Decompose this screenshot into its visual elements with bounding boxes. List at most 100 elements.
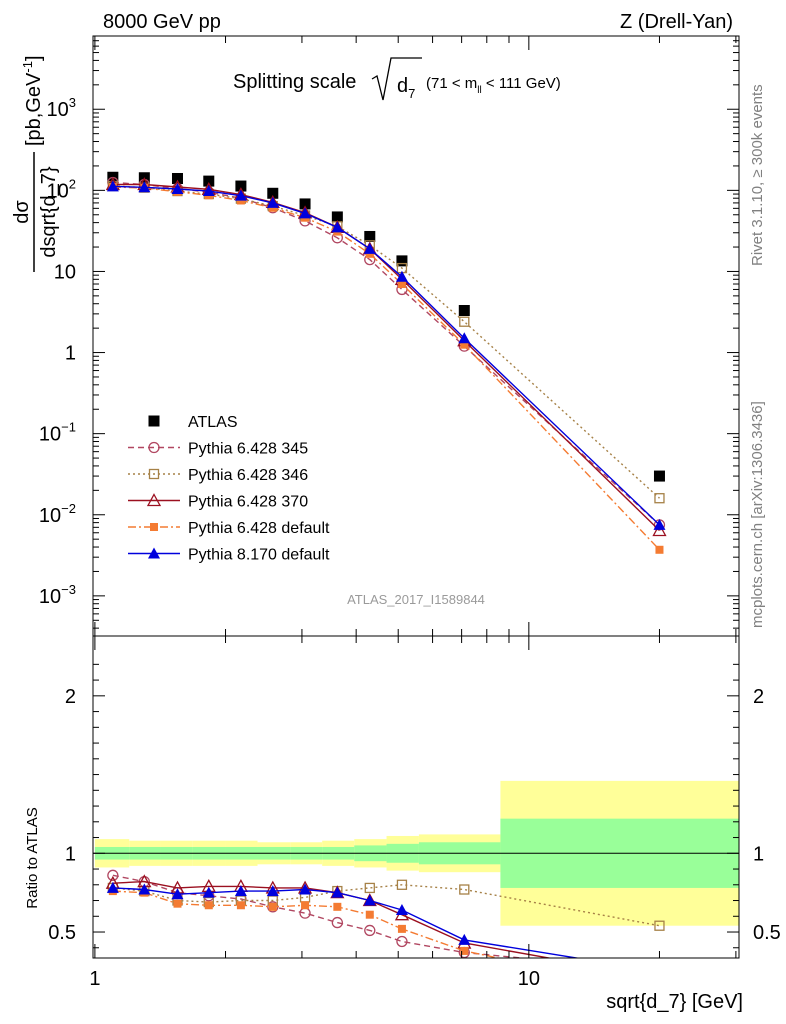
ratio-point-p8def bbox=[106, 881, 119, 893]
y-label-denominator: dsqrt{d_7} bbox=[38, 166, 60, 258]
data-point-p370 bbox=[652, 523, 667, 537]
y-tick-label: 10−1 bbox=[39, 420, 76, 446]
title-symbol: d7 bbox=[397, 75, 415, 101]
x-tick-label: 10 bbox=[518, 968, 540, 990]
data-point-atlas bbox=[299, 198, 311, 210]
plot-title: Splitting scale d7 (71 < mll < 111 GeV) bbox=[233, 57, 561, 101]
data-point-atlas bbox=[331, 211, 343, 223]
data-point-atlas bbox=[458, 305, 470, 317]
ratio-point-p345 bbox=[299, 907, 311, 919]
ratio-point-p6def bbox=[301, 901, 310, 910]
legend-marker-p345 bbox=[148, 441, 160, 454]
title-cut-subscript: ll bbox=[477, 85, 481, 96]
legend-marker-p370 bbox=[146, 493, 162, 507]
legend-label-p8def: Pythia 8.170 default bbox=[188, 547, 330, 564]
y-label-unit: [pb,GeV-1] bbox=[20, 55, 45, 146]
ratio-point-p346 bbox=[459, 884, 470, 895]
data-point-atlas bbox=[364, 230, 376, 242]
ratio-point-p346 bbox=[654, 920, 665, 931]
y-tick-label: 10−2 bbox=[39, 501, 76, 527]
data-point-p8def bbox=[171, 182, 184, 194]
ratio-line-p6def bbox=[112, 890, 502, 958]
ratio-line-p370 bbox=[112, 880, 553, 958]
ratio-point-p6def bbox=[236, 901, 245, 910]
main-series bbox=[105, 171, 667, 554]
ratio-point-p346 bbox=[364, 882, 375, 894]
data-point-atlas bbox=[396, 255, 408, 267]
data-point-p8def bbox=[138, 181, 151, 193]
ratio-point-p346 bbox=[396, 879, 408, 890]
data-point-p346 bbox=[459, 316, 470, 327]
ratio-point-p6def bbox=[173, 899, 182, 908]
y-tick-label: 1 bbox=[65, 343, 76, 365]
legend-marker-p8def bbox=[148, 547, 160, 559]
data-point-atlas bbox=[653, 470, 665, 482]
data-point-p8def bbox=[458, 332, 471, 344]
data-point-p8def bbox=[363, 242, 376, 254]
ratio-y-tick-label-right: 0.5 bbox=[753, 922, 781, 944]
legend-label-p370: Pythia 6.428 370 bbox=[188, 494, 308, 511]
data-point-p8def bbox=[299, 207, 312, 219]
data-point-atlas bbox=[235, 180, 247, 192]
legend-marker-atlas bbox=[148, 415, 160, 427]
ratio-point-p6def bbox=[365, 910, 374, 919]
ratio-point-p6def bbox=[460, 946, 469, 955]
data-point-p8def bbox=[653, 518, 666, 530]
ratio-y-tick-label-left: 2 bbox=[65, 686, 76, 708]
ratio-point-p345 bbox=[331, 916, 343, 929]
y-tick-label: 10 bbox=[54, 261, 76, 283]
ratio-point-p8def bbox=[266, 885, 279, 897]
ratio-point-p345 bbox=[654, 966, 664, 976]
legend-marker-p346 bbox=[148, 468, 160, 480]
ratio-frame bbox=[92, 635, 740, 959]
data-point-p8def bbox=[234, 189, 247, 201]
ratio-point-p345 bbox=[396, 935, 408, 948]
analysis-id-label: ATLAS_2017_I1589844 bbox=[347, 592, 485, 607]
data-point-p346 bbox=[654, 493, 665, 504]
ratio-point-p6def bbox=[204, 901, 213, 910]
y-label-numerator: dσ bbox=[11, 200, 33, 224]
ratio-point-p8def bbox=[331, 886, 344, 898]
x-axis-label: sqrt{d_7} [GeV] bbox=[606, 991, 743, 1013]
legend-marker-p6def bbox=[150, 523, 158, 531]
ratio-line-p8def bbox=[112, 887, 581, 958]
series-line-p8def bbox=[112, 185, 660, 526]
ratio-point-p6def bbox=[333, 902, 342, 911]
ratio-ticks: 1 10 0.5 0.5 1 1 2 2 bbox=[48, 636, 781, 990]
legend-label-p6def: Pythia 6.428 default bbox=[188, 520, 330, 537]
legend-label-p346: Pythia 6.428 346 bbox=[188, 467, 308, 484]
legend-label-p345: Pythia 6.428 345 bbox=[188, 441, 308, 458]
main-panel: 10−3 10−2 10−1 1 10 102 103 ATLAS_2017_I158984… bbox=[11, 35, 740, 637]
ratio-y-tick-label-left: 0.5 bbox=[48, 922, 76, 944]
legend: ATLAS Pythia 6.428 345 Pythia 6.428 346 Pyt… bbox=[128, 414, 330, 564]
data-point-atlas bbox=[267, 187, 279, 199]
ratio-point-p8def bbox=[363, 894, 376, 906]
main-ticks: 10−3 10−2 10−1 1 10 102 103 bbox=[39, 35, 739, 636]
ratio-series bbox=[105, 869, 665, 983]
ratio-point-p6def bbox=[397, 924, 406, 933]
data-point-p6def bbox=[655, 545, 664, 554]
data-point-p6def bbox=[397, 280, 406, 289]
title-subscript: 7 bbox=[408, 86, 415, 101]
ratio-y-tick-label-right: 2 bbox=[753, 686, 764, 708]
y-tick-label: 10−3 bbox=[39, 582, 76, 608]
ratio-point-p8def bbox=[299, 883, 312, 895]
rivet-version-label: Rivet 3.1.10, ≥ 300k events bbox=[749, 84, 766, 266]
ratio-y-axis-label: Ratio to ATLAS bbox=[24, 807, 41, 908]
title-text: Splitting scale bbox=[233, 71, 356, 93]
title-sqrt-sign bbox=[371, 57, 422, 101]
data-point-p6def bbox=[460, 340, 469, 349]
ratio-point-p370 bbox=[653, 972, 665, 983]
ratio-point-p8def bbox=[395, 903, 408, 915]
ratio-point-p345 bbox=[107, 869, 119, 881]
ratio-panel: 1 10 0.5 0.5 1 1 2 2 Ratio to ATLAS sqrt{d_7} [… bbox=[24, 635, 781, 1013]
series-line-p6def bbox=[112, 186, 661, 551]
data-point-p8def bbox=[106, 180, 119, 192]
header-process-label: Z (Drell-Yan) bbox=[620, 11, 733, 33]
ratio-point-p8def bbox=[458, 933, 471, 945]
title-main-text: Splitting scale bbox=[233, 71, 356, 93]
data-point-atlas bbox=[203, 175, 215, 187]
ratio-point-p8def bbox=[234, 885, 247, 897]
ratio-y-tick-label-right: 1 bbox=[753, 843, 764, 865]
data-point-p8def bbox=[395, 270, 408, 282]
